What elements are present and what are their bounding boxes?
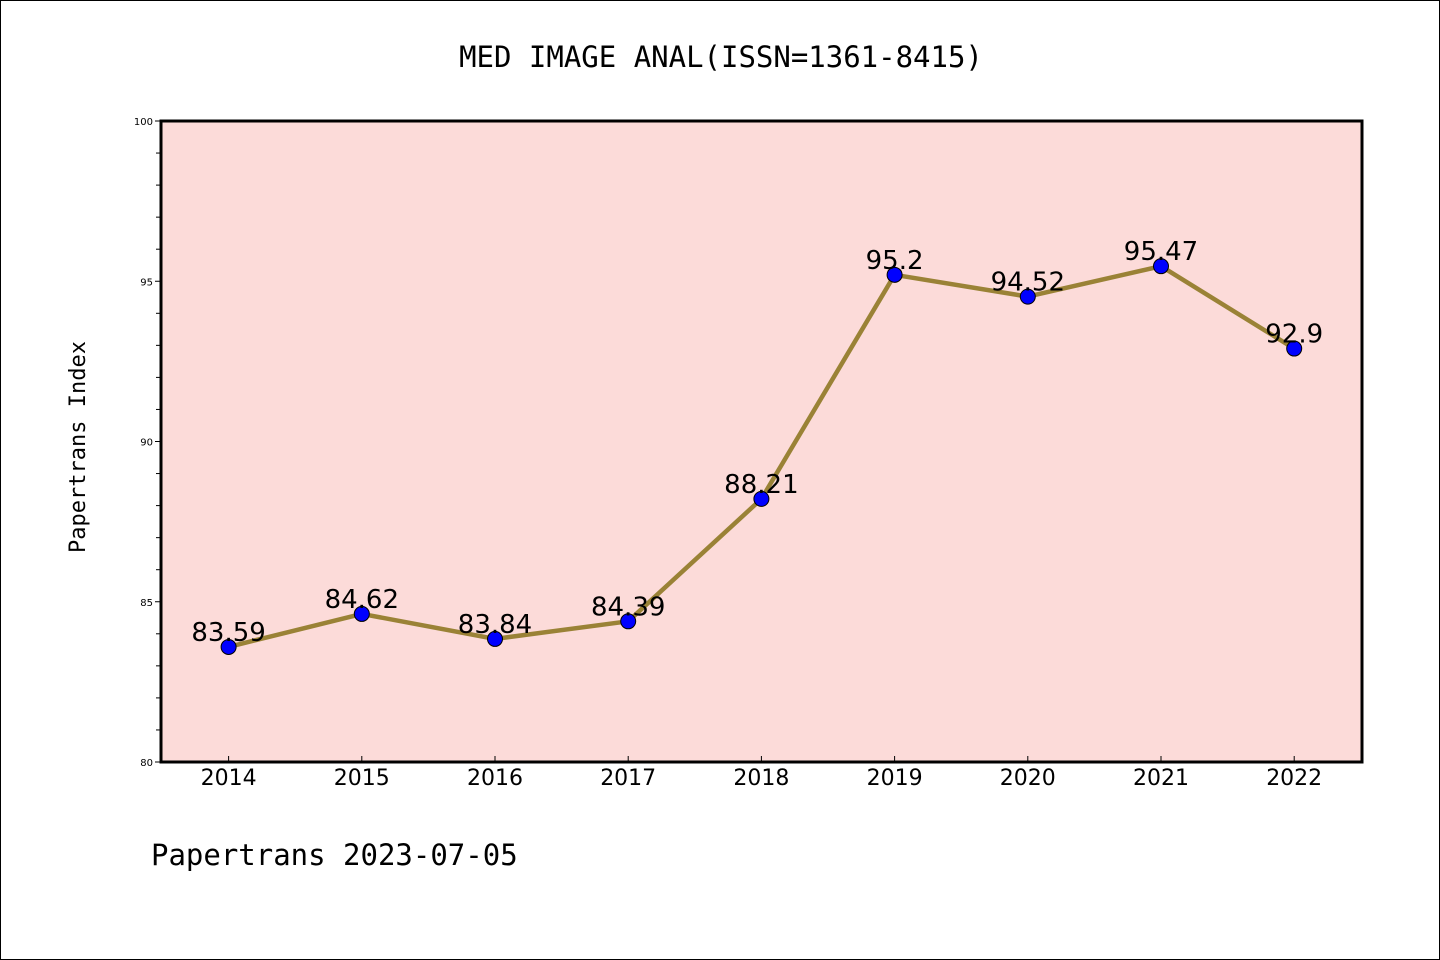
data-label: 83.84 [458, 610, 532, 640]
y-axis: 80 85 90 95 100 [134, 117, 161, 769]
y-tick-label: 95 [140, 277, 153, 288]
y-tick-label: 90 [140, 438, 153, 449]
data-label: 84.39 [591, 592, 665, 622]
data-label: 95.47 [1124, 237, 1198, 267]
y-axis-label: Papertrans Index [66, 341, 91, 553]
footer-watermark: Papertrans 2023-07-05 [151, 838, 518, 872]
data-markers [220, 258, 1303, 655]
x-tick-label: 2016 [467, 766, 523, 791]
x-tick-label: 2014 [201, 766, 257, 791]
data-label: 94.52 [991, 268, 1065, 298]
x-tick-label: 2022 [1266, 766, 1322, 791]
x-tick-label: 2020 [1000, 766, 1056, 791]
y-tick-label: 100 [134, 117, 153, 128]
data-point [487, 630, 503, 647]
chart-title: MED IMAGE ANAL(ISSN=1361-8415) [459, 40, 983, 74]
y-tick-label: 85 [140, 598, 153, 609]
data-label: 84.62 [325, 585, 399, 615]
data-label: 95.2 [866, 246, 924, 276]
x-tick-label: 2021 [1133, 766, 1189, 791]
data-label: 92.9 [1265, 320, 1323, 350]
data-point [220, 638, 237, 655]
x-axis: 2014 2015 2016 2017 2018 2019 2020 2021 2022 [201, 756, 1322, 791]
data-point [1019, 288, 1036, 305]
data-point [620, 613, 637, 630]
data-point [886, 266, 903, 283]
data-label: 83.59 [191, 618, 265, 648]
plot-area [159, 119, 1364, 764]
x-tick-label: 2018 [733, 766, 789, 791]
data-point [1286, 340, 1303, 357]
x-tick-label: 2019 [867, 766, 923, 791]
data-point [753, 490, 770, 507]
data-label: 88.21 [724, 470, 798, 500]
x-tick-label: 2017 [600, 766, 656, 791]
x-tick-label: 2015 [334, 766, 390, 791]
data-labels: 83.59 84.62 83.84 84.39 88.21 95.2 94.52 95.47 9… [191, 237, 1323, 648]
data-point [353, 605, 370, 622]
y-tick-label: 80 [140, 758, 153, 769]
data-point [1153, 258, 1169, 275]
